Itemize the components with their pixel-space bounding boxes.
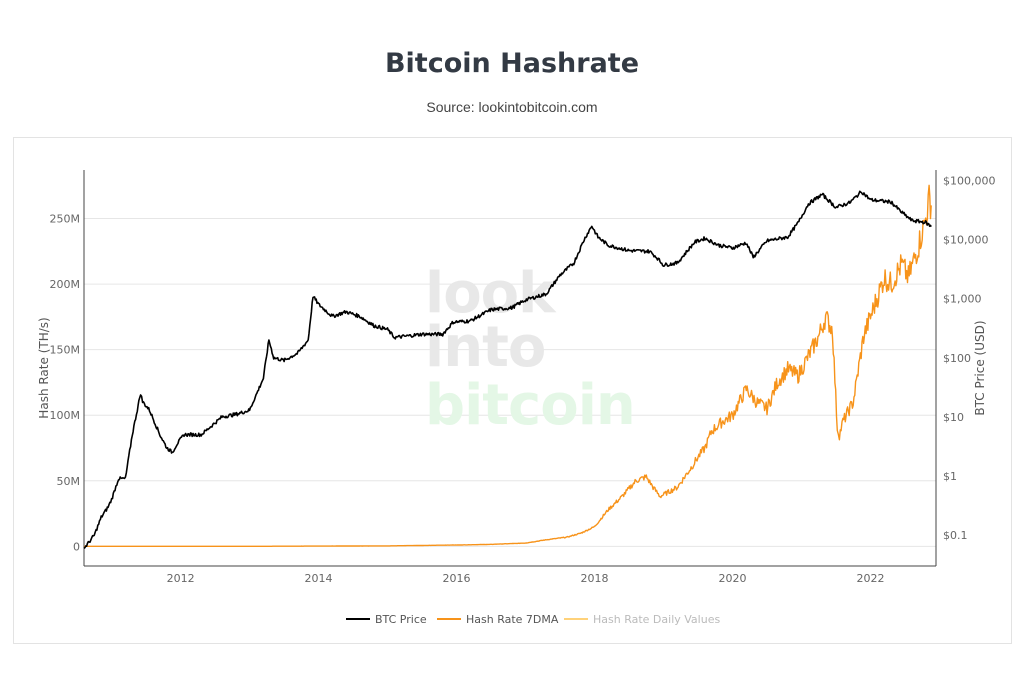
grid-lines bbox=[84, 218, 936, 547]
right-axis-title: BTC Price (USD) bbox=[973, 320, 987, 415]
right-tick-label: $0.1 bbox=[943, 529, 968, 542]
legend-item-label[interactable]: Hash Rate 7DMA bbox=[466, 613, 559, 626]
right-tick-label: $1 bbox=[943, 470, 957, 483]
left-axis-title: Hash Rate (TH/s) bbox=[37, 317, 51, 418]
left-tick-label: 200M bbox=[50, 278, 81, 291]
series-line-hash-rate-7dma bbox=[84, 184, 932, 547]
right-tick-label: $10,000 bbox=[943, 234, 989, 247]
left-tick-label: 50M bbox=[57, 475, 81, 488]
x-tick-label: 2014 bbox=[305, 572, 333, 585]
right-axis-ticks: $0.1 $1 $10 $100 $1,000 $10,000 $100,000 bbox=[943, 174, 996, 542]
x-tick-label: 2016 bbox=[443, 572, 471, 585]
watermark-look: look bbox=[425, 261, 557, 326]
series-line-btc-price bbox=[83, 190, 932, 549]
x-axis-ticks: 2012 2014 2016 2018 2020 2022 bbox=[167, 572, 885, 585]
right-tick-label: $10 bbox=[943, 411, 964, 424]
legend-item-label[interactable]: Hash Rate Daily Values bbox=[593, 613, 720, 626]
legend: BTC Price Hash Rate 7DMA Hash Rate Daily V… bbox=[346, 613, 720, 626]
left-tick-label: 150M bbox=[50, 344, 81, 357]
series-layer bbox=[83, 184, 932, 549]
x-tick-label: 2022 bbox=[856, 572, 884, 585]
x-tick-label: 2020 bbox=[718, 572, 746, 585]
chart-frame bbox=[13, 137, 1012, 644]
watermark-bitcoin: bitcoin bbox=[425, 373, 635, 438]
left-tick-label: 250M bbox=[50, 213, 81, 226]
right-tick-label: $100 bbox=[943, 352, 971, 365]
watermark-into: into bbox=[425, 315, 545, 380]
chart-subtitle: Source: lookintobitcoin.com bbox=[426, 99, 598, 115]
left-axis-ticks: 0 50M 100M 150M 200M 250M bbox=[50, 213, 81, 554]
watermark: look into bitcoin bbox=[425, 261, 636, 438]
x-tick-label: 2018 bbox=[581, 572, 609, 585]
chart-title: Bitcoin Hashrate bbox=[384, 48, 640, 79]
left-tick-label: 0 bbox=[73, 540, 80, 553]
right-tick-label: $1,000 bbox=[943, 293, 982, 306]
left-tick-label: 100M bbox=[50, 409, 81, 422]
legend-item-label[interactable]: BTC Price bbox=[375, 613, 427, 626]
right-tick-label: $100,000 bbox=[943, 174, 996, 187]
x-tick-label: 2012 bbox=[167, 572, 195, 585]
